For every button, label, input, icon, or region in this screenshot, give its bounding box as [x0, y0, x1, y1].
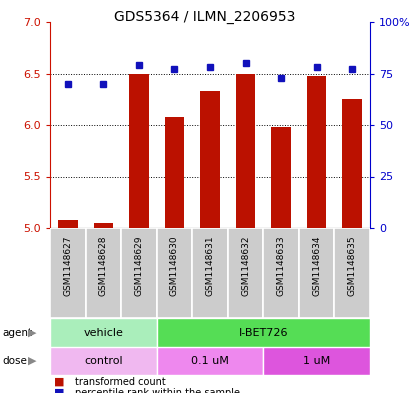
- Text: vehicle: vehicle: [83, 327, 123, 338]
- Text: ■: ■: [54, 388, 65, 393]
- Text: control: control: [84, 356, 122, 366]
- Text: GSM1148627: GSM1148627: [63, 235, 72, 296]
- Text: ▶: ▶: [28, 356, 36, 366]
- Text: GSM1148634: GSM1148634: [311, 235, 320, 296]
- Bar: [156, 347, 263, 375]
- Text: ■: ■: [54, 377, 65, 387]
- Bar: [342, 99, 361, 228]
- Bar: [227, 228, 263, 318]
- Bar: [93, 223, 113, 228]
- Bar: [263, 228, 298, 318]
- Text: GSM1148633: GSM1148633: [276, 235, 285, 296]
- Text: GSM1148630: GSM1148630: [169, 235, 178, 296]
- Text: I-BET726: I-BET726: [238, 327, 288, 338]
- Bar: [235, 73, 255, 228]
- Bar: [306, 75, 326, 228]
- Text: GSM1148628: GSM1148628: [99, 235, 108, 296]
- Bar: [50, 318, 156, 347]
- Text: percentile rank within the sample: percentile rank within the sample: [74, 388, 239, 393]
- Bar: [58, 220, 77, 228]
- Bar: [121, 228, 156, 318]
- Text: GSM1148635: GSM1148635: [347, 235, 356, 296]
- Text: transformed count: transformed count: [74, 377, 165, 387]
- Text: agent: agent: [2, 327, 32, 338]
- Text: ▶: ▶: [28, 327, 36, 338]
- Bar: [50, 347, 156, 375]
- Bar: [50, 228, 85, 318]
- Text: 0.1 uM: 0.1 uM: [191, 356, 228, 366]
- Text: GSM1148631: GSM1148631: [205, 235, 214, 296]
- Bar: [164, 117, 184, 228]
- Bar: [200, 91, 219, 228]
- Bar: [334, 228, 369, 318]
- Text: 1 uM: 1 uM: [302, 356, 330, 366]
- Bar: [192, 228, 227, 318]
- Text: dose: dose: [2, 356, 27, 366]
- Bar: [298, 228, 334, 318]
- Text: GSM1148632: GSM1148632: [240, 235, 249, 296]
- Bar: [263, 347, 369, 375]
- Text: GSM1148629: GSM1148629: [134, 235, 143, 296]
- Text: GDS5364 / ILMN_2206953: GDS5364 / ILMN_2206953: [114, 10, 295, 24]
- Bar: [271, 127, 290, 228]
- Bar: [156, 228, 192, 318]
- Bar: [85, 228, 121, 318]
- Bar: [156, 318, 369, 347]
- Bar: [129, 73, 148, 228]
